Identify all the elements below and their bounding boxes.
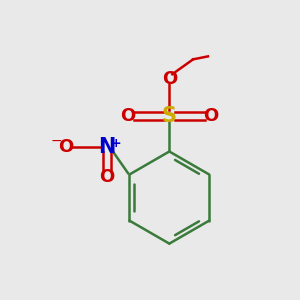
Text: O: O [120,107,135,125]
Text: O: O [162,70,177,88]
Text: O: O [99,168,115,186]
Text: +: + [110,137,121,150]
Text: −: − [51,134,62,148]
Text: N: N [98,137,116,157]
Text: O: O [203,107,219,125]
Text: S: S [162,106,177,126]
Text: O: O [58,138,73,156]
